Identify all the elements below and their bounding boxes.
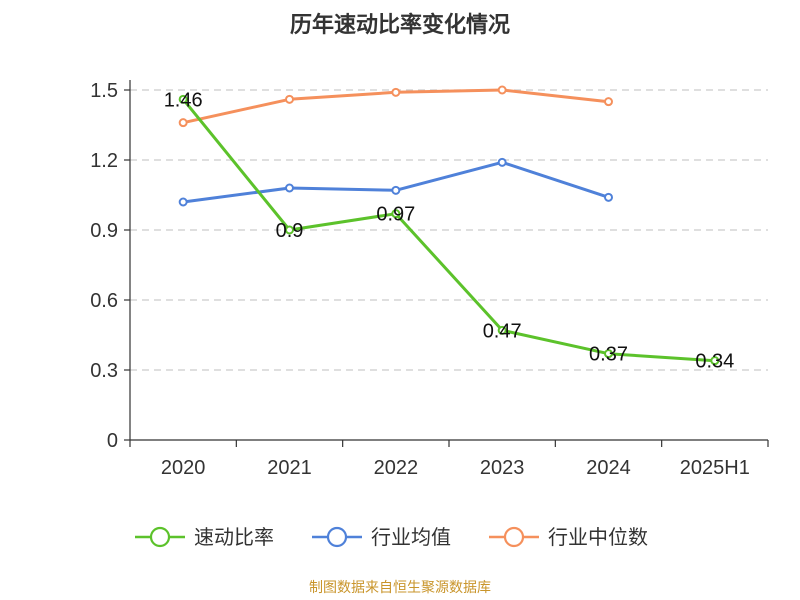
data-label: 0.37 bbox=[589, 344, 628, 366]
axes: 0 0.3 0.6 0.9 1.2 1.5 2020 2021 2022 2023 2024 2025… bbox=[90, 80, 769, 479]
data-label: 0.97 bbox=[376, 204, 415, 226]
series-line-0 bbox=[182, 98, 715, 363]
data-label: 1.46 bbox=[164, 89, 203, 111]
y-tick-label: 0.6 bbox=[90, 290, 118, 312]
series-1-point bbox=[497, 157, 507, 167]
series-2-point bbox=[285, 94, 294, 104]
series-0-point bbox=[178, 94, 188, 104]
series-1-point bbox=[604, 192, 613, 202]
series-line-1 bbox=[183, 160, 609, 204]
series-0-point bbox=[497, 325, 507, 335]
legend-label: 行业中位数 bbox=[548, 525, 648, 549]
series-0-point bbox=[604, 349, 613, 359]
series-2-point bbox=[497, 85, 507, 95]
source-note: 制图数据来自恒生聚源数据库 bbox=[309, 580, 491, 596]
legend-marker bbox=[149, 526, 171, 548]
chart-title: 历年速动比率变化情况 bbox=[290, 12, 510, 38]
series-2-point bbox=[391, 87, 401, 97]
data-label: 0.9 bbox=[276, 220, 304, 242]
legend-label: 速动比率 bbox=[194, 525, 274, 549]
series-0-point bbox=[391, 209, 401, 219]
y-tick-label: 0 bbox=[107, 430, 118, 452]
x-tick-label: 2020 bbox=[161, 457, 206, 479]
x-tick-label: 2024 bbox=[586, 457, 631, 479]
series-1-point bbox=[285, 183, 294, 193]
legend-marker bbox=[503, 526, 525, 548]
series-2-point bbox=[178, 118, 188, 128]
legend-marker bbox=[326, 526, 348, 548]
y-tick-label: 0.9 bbox=[90, 220, 118, 242]
series-0-point bbox=[285, 225, 294, 235]
data-label: 0.47 bbox=[483, 320, 522, 342]
x-tick-label: 2022 bbox=[374, 457, 419, 479]
y-tick-label: 1.2 bbox=[90, 150, 118, 172]
series-2-point bbox=[604, 97, 613, 107]
plot-area: 1.46 0.9 0.97 0.47 0.37 0.34 bbox=[164, 85, 734, 373]
x-tick-label: 2023 bbox=[480, 457, 525, 479]
y-tick-label: 1.5 bbox=[90, 80, 118, 102]
series-1-point bbox=[178, 197, 188, 207]
series-0-point bbox=[710, 356, 720, 366]
y-tick-label: 0.3 bbox=[90, 360, 118, 382]
data-label: 0.34 bbox=[695, 351, 734, 373]
grid bbox=[130, 89, 768, 371]
x-tick-label: 2021 bbox=[267, 457, 312, 479]
x-tick-label: 2025H1 bbox=[680, 457, 750, 479]
legend-label: 行业均值 bbox=[371, 525, 451, 549]
legend: 速动比率 行业均值 行业中位数 bbox=[135, 525, 648, 549]
series-1-point bbox=[391, 185, 401, 195]
